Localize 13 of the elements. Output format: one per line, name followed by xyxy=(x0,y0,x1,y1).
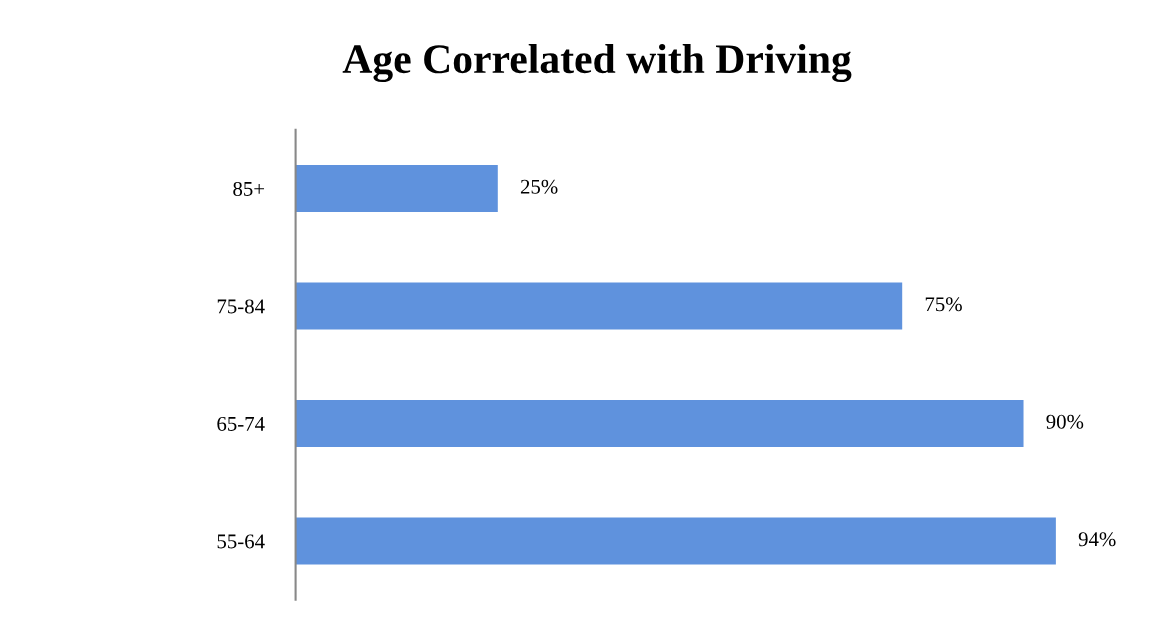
chart-title: Age Correlated with Driving xyxy=(342,43,852,83)
data-label: 75% xyxy=(925,297,962,312)
data-label: 90% xyxy=(1046,414,1084,429)
bar xyxy=(295,165,498,213)
y-tick-label: 65-74 xyxy=(217,416,265,431)
data-label: 25% xyxy=(520,179,558,194)
y-tick-label: 75-84 xyxy=(217,299,265,314)
y-tick-label: 55-64 xyxy=(217,534,265,549)
data-label: 94% xyxy=(1078,532,1116,547)
bar xyxy=(295,282,903,330)
bar xyxy=(295,517,1056,565)
bar xyxy=(295,400,1024,448)
y-tick-label: 85+ xyxy=(233,181,265,196)
